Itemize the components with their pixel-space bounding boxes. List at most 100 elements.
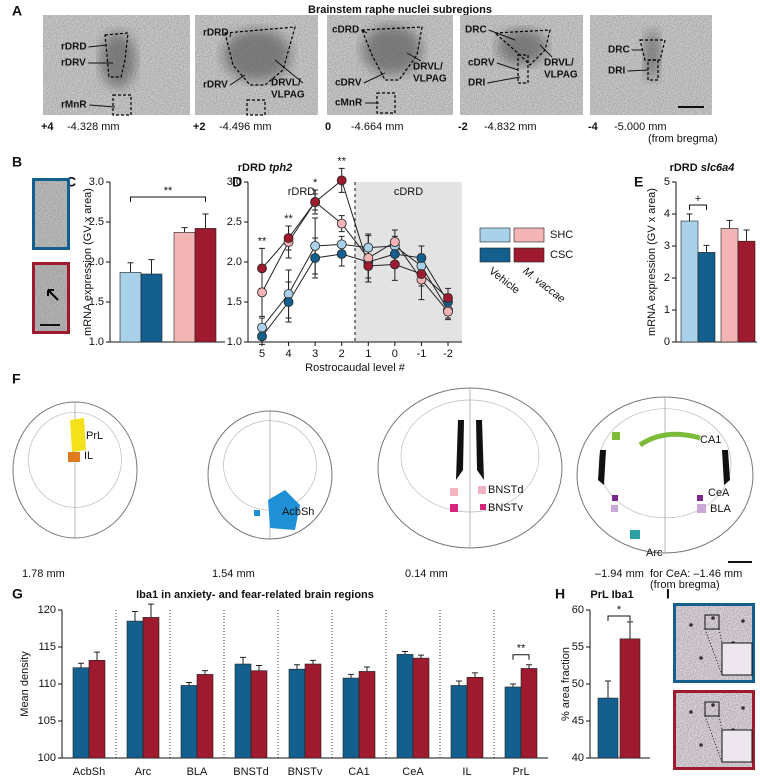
y-tick-label: 3.0: [89, 176, 104, 188]
region-label: DRI: [608, 66, 625, 77]
region-bnstv: [450, 504, 458, 512]
bar: [466, 677, 484, 759]
y-tick-label: 1: [664, 304, 670, 316]
error-bar: [132, 610, 138, 622]
bar: [250, 670, 268, 759]
micrograph-border: [673, 690, 755, 770]
bar: [396, 654, 414, 759]
micrograph-border: [32, 262, 70, 334]
inset-frame: [704, 701, 720, 717]
x-tick-label: BNSTv: [288, 766, 323, 778]
leader-line: [363, 72, 386, 84]
bar: [126, 620, 144, 759]
error-bar: [294, 664, 300, 670]
coordinate-label: 1.78 mm: [22, 568, 65, 580]
level-label: 0: [325, 121, 331, 133]
stained-region: [223, 29, 291, 81]
error-bar: [240, 656, 246, 665]
leader-line: [487, 76, 521, 84]
bar: [140, 273, 163, 343]
bar: [88, 660, 106, 759]
title-gene: slc6a4: [701, 162, 735, 174]
coordinate-note: (from bregma): [650, 579, 720, 591]
legend-swatch: [513, 247, 545, 263]
data-point: [443, 306, 453, 317]
inset: [721, 642, 753, 676]
significance-bracket: [607, 615, 631, 621]
region-bnstd: [478, 486, 486, 494]
bar: [194, 228, 217, 343]
error-bar: [605, 680, 611, 699]
significance-label: *: [313, 177, 318, 189]
error-bar: [94, 651, 100, 661]
coordinate-label: -4.832 mm: [484, 121, 537, 133]
x-axis-label: Rostrocaudal level #: [305, 362, 406, 374]
region-bla: [611, 505, 618, 512]
coordinate-label: 0.14 mm: [405, 568, 448, 580]
cell: [711, 616, 715, 620]
bar: [697, 252, 716, 343]
region-acbsh: [254, 510, 260, 516]
y-tick-label: 2.0: [89, 256, 104, 268]
bar: [342, 677, 360, 759]
region-label: rDRV: [61, 58, 86, 69]
ventricle: [476, 420, 484, 480]
x-tick-label: 2: [339, 348, 345, 360]
bar: [358, 671, 376, 759]
region-cea: [697, 495, 703, 501]
leader-line: [88, 44, 108, 48]
inset-lines: [704, 628, 723, 676]
cell: [699, 743, 703, 747]
leader-line: [496, 62, 519, 71]
y-axis-label: % area fraction: [560, 647, 572, 721]
region-outline: [246, 99, 266, 116]
cell: [689, 623, 693, 627]
region-label: CeA: [708, 487, 730, 499]
bar: [597, 697, 619, 759]
panel-letter: A: [12, 3, 22, 19]
region-arc: [630, 530, 640, 539]
y-tick-label: 3.0: [227, 176, 242, 188]
x-tick-label: -1: [417, 348, 427, 360]
bar: [304, 663, 322, 759]
bar: [119, 272, 142, 343]
region-label: DRVL/: [413, 62, 443, 73]
region-label: rDRD: [288, 186, 316, 198]
region-label: Arc: [646, 547, 663, 559]
bar: [196, 674, 214, 759]
error-bar: [310, 659, 316, 665]
x-tick-label: CA1: [348, 766, 369, 778]
region-outline: [639, 39, 666, 61]
legend-label: M. vaccae: [520, 265, 567, 305]
error-bar: [181, 227, 188, 233]
ventricle: [598, 450, 606, 485]
region-label: cDRV: [468, 58, 495, 69]
y-tick-label: 4: [664, 208, 670, 220]
bar: [450, 685, 468, 759]
micrograph-border: [32, 178, 70, 250]
leader-line: [229, 74, 246, 86]
bar: [412, 657, 430, 759]
title-text: Iba1 in anxiety- and fear-related brain …: [136, 589, 374, 601]
bar: [234, 663, 252, 759]
coordinate-label: –1.94 mm: [595, 568, 644, 580]
x-tick-label: 4: [286, 348, 292, 360]
stained-region: [362, 25, 422, 75]
y-tick-label: 60: [572, 604, 584, 616]
region-label: AcbSh: [282, 506, 314, 518]
error-bar: [472, 672, 478, 678]
region-label: cMnR: [335, 98, 363, 109]
region-outline: [517, 54, 529, 84]
data-point: [257, 263, 267, 274]
y-tick-label: 2.0: [227, 256, 242, 268]
x-tick-label: AcbSh: [73, 766, 105, 778]
region-ca1: [612, 432, 620, 440]
region-label: CA1: [700, 434, 721, 446]
inset-frame: [704, 614, 720, 630]
region-bla: [697, 504, 706, 513]
bar: [737, 240, 756, 343]
bar: [72, 667, 90, 759]
x-tick-label: CeA: [402, 766, 424, 778]
leader-line: [274, 59, 304, 84]
